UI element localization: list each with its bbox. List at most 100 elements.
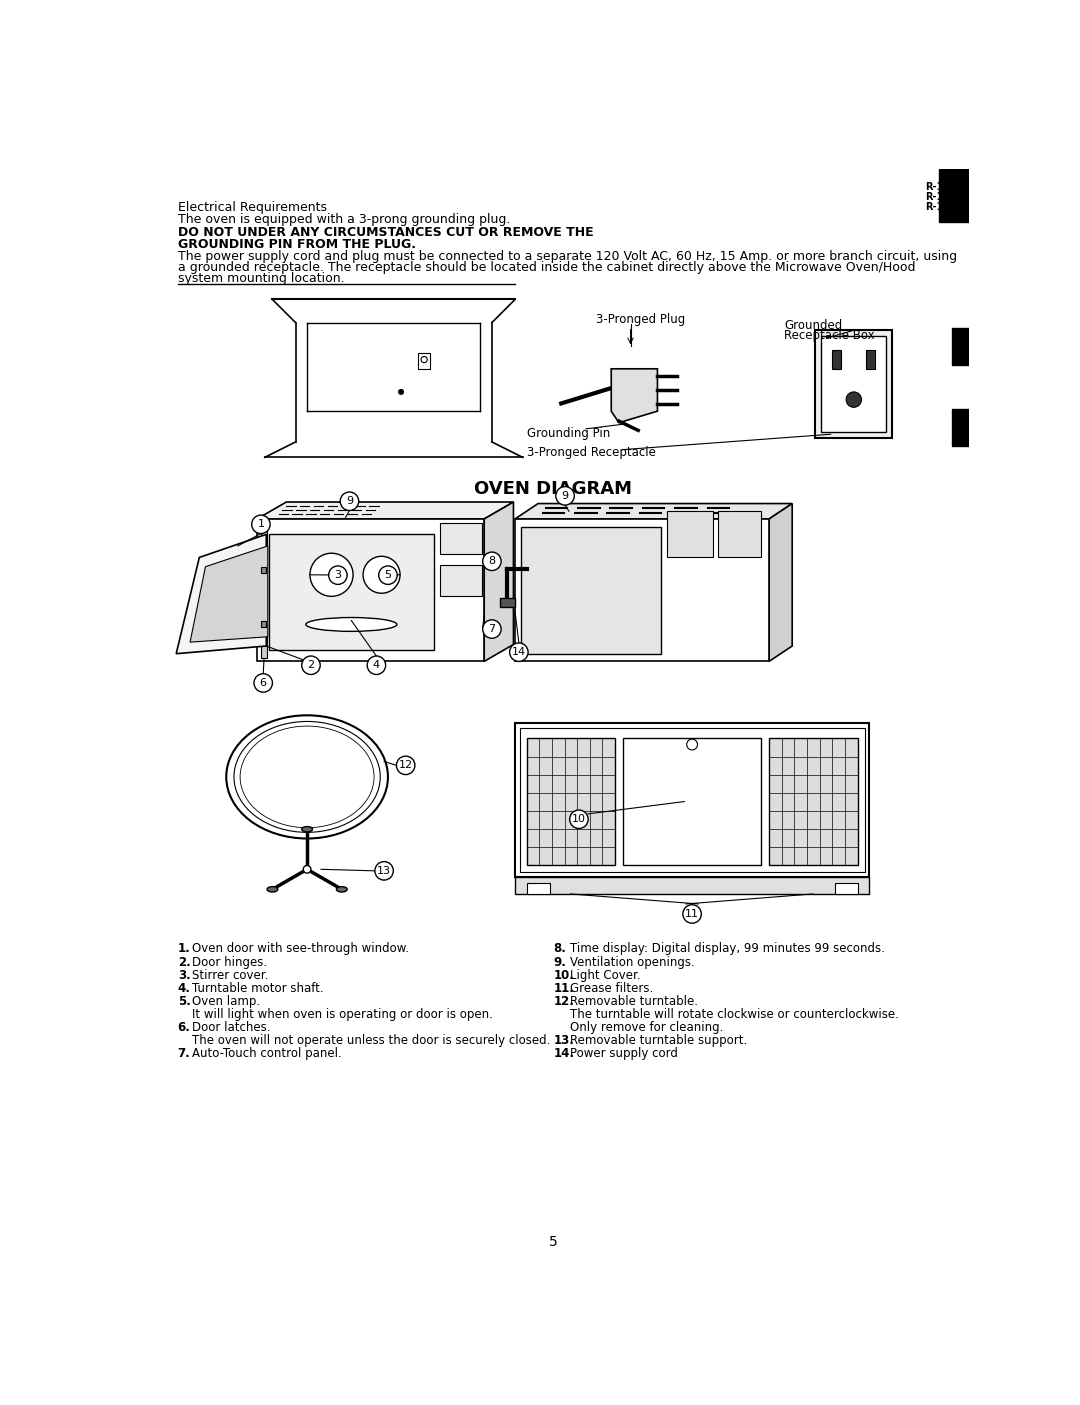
Circle shape (483, 620, 501, 638)
Bar (441, 565, 482, 596)
Text: Time display: Digital display, 99 minutes 99 seconds.: Time display: Digital display, 99 minute… (570, 943, 886, 955)
Circle shape (556, 486, 575, 504)
Text: 6.: 6. (178, 1021, 190, 1034)
Circle shape (301, 656, 320, 674)
Text: 8: 8 (488, 556, 496, 566)
Bar (418, 354, 430, 368)
Text: R-1482: R-1482 (924, 202, 963, 212)
Text: 14.: 14. (554, 1047, 575, 1061)
Text: The oven will not operate unless the door is securely closed.: The oven will not operate unless the doo… (191, 1034, 550, 1047)
Text: 4.: 4. (178, 982, 190, 995)
Text: 12: 12 (399, 760, 413, 770)
Polygon shape (515, 503, 793, 518)
Circle shape (379, 566, 397, 584)
Bar (257, 518, 484, 662)
Bar (953, 327, 970, 365)
Text: Removable turntable support.: Removable turntable support. (570, 1034, 747, 1047)
Text: Grease filters.: Grease filters. (570, 982, 653, 995)
Text: 10: 10 (572, 815, 586, 825)
Text: 5: 5 (549, 1235, 558, 1249)
Text: 3-Pronged Plug: 3-Pronged Plug (596, 313, 685, 326)
Text: 7.: 7. (178, 1047, 190, 1061)
Text: Only remove for cleaning.: Only remove for cleaning. (570, 1021, 724, 1034)
Text: 12.: 12. (554, 995, 575, 1007)
Polygon shape (257, 502, 513, 518)
Circle shape (399, 389, 403, 395)
Circle shape (510, 643, 528, 662)
Bar (835, 884, 858, 894)
Text: 9: 9 (562, 490, 568, 500)
Bar (515, 877, 869, 894)
Bar (718, 511, 761, 558)
Text: R-1480: R-1480 (924, 183, 963, 192)
Bar (515, 518, 769, 662)
Text: 1: 1 (257, 520, 265, 530)
Text: Auto-Touch control panel.: Auto-Touch control panel. (191, 1047, 341, 1061)
Bar (866, 350, 876, 368)
FancyBboxPatch shape (815, 330, 892, 438)
Text: Electrical Requirements: Electrical Requirements (178, 201, 327, 214)
Text: GROUNDING PIN FROM THE PLUG.: GROUNDING PIN FROM THE PLUG. (178, 237, 416, 251)
Text: 5: 5 (384, 570, 391, 580)
Text: The turntable will rotate clockwise or counterclockwise.: The turntable will rotate clockwise or c… (570, 1007, 900, 1021)
Bar (833, 350, 841, 368)
Bar (623, 739, 761, 865)
Text: Grounding Pin: Grounding Pin (527, 427, 610, 440)
Bar (939, 169, 970, 222)
Text: 14: 14 (512, 648, 526, 658)
Text: 3-Pronged Receptacle: 3-Pronged Receptacle (527, 445, 656, 459)
Bar (953, 409, 970, 445)
Bar (441, 523, 482, 554)
Circle shape (254, 674, 272, 693)
Polygon shape (769, 503, 793, 662)
Bar (515, 724, 869, 877)
Ellipse shape (336, 887, 347, 892)
Polygon shape (611, 368, 658, 423)
Text: 4: 4 (373, 660, 380, 670)
Bar (527, 884, 550, 894)
Text: 13: 13 (377, 865, 391, 875)
Text: Oven lamp.: Oven lamp. (191, 995, 259, 1007)
Circle shape (375, 861, 393, 880)
Bar (500, 599, 515, 607)
Text: 9: 9 (346, 496, 353, 506)
Ellipse shape (267, 887, 278, 892)
Bar (522, 527, 661, 653)
Circle shape (683, 905, 701, 923)
Circle shape (328, 566, 347, 584)
Circle shape (340, 492, 359, 510)
Circle shape (687, 739, 698, 750)
Circle shape (569, 811, 589, 829)
Text: 5.: 5. (178, 995, 190, 1007)
Bar (261, 566, 267, 573)
Polygon shape (190, 547, 268, 642)
Polygon shape (484, 502, 513, 662)
Text: Door latches.: Door latches. (191, 1021, 270, 1034)
Text: Stirrer cover.: Stirrer cover. (191, 968, 268, 982)
Text: Ventilation openings.: Ventilation openings. (570, 955, 696, 968)
Text: Power supply cord: Power supply cord (570, 1047, 678, 1061)
Text: 9.: 9. (554, 955, 566, 968)
Circle shape (367, 656, 386, 674)
Text: 7: 7 (488, 624, 496, 634)
Circle shape (421, 357, 428, 362)
Text: 8.: 8. (554, 943, 566, 955)
Circle shape (396, 756, 415, 774)
Text: a grounded receptacle. The receptacle should be located inside the cabinet direc: a grounded receptacle. The receptacle sh… (178, 261, 915, 274)
Circle shape (252, 516, 270, 534)
Ellipse shape (306, 618, 397, 631)
Text: 2: 2 (308, 660, 314, 670)
Text: R-1481: R-1481 (924, 192, 963, 202)
Text: 10.: 10. (554, 968, 575, 982)
Text: DO NOT UNDER ANY CIRCUMSTANCES CUT OR REMOVE THE: DO NOT UNDER ANY CIRCUMSTANCES CUT OR RE… (178, 226, 593, 239)
Text: 1.: 1. (178, 943, 190, 955)
Bar (261, 621, 267, 627)
Polygon shape (176, 534, 267, 653)
Text: Oven door with see-through window.: Oven door with see-through window. (191, 943, 408, 955)
Text: The power supply cord and plug must be connected to a separate 120 Volt AC, 60 H: The power supply cord and plug must be c… (178, 250, 957, 263)
Circle shape (846, 392, 862, 407)
Text: Removable turntable.: Removable turntable. (570, 995, 699, 1007)
Text: It will light when oven is operating or door is open.: It will light when oven is operating or … (191, 1007, 492, 1021)
Circle shape (363, 556, 400, 593)
Text: 3.: 3. (178, 968, 190, 982)
